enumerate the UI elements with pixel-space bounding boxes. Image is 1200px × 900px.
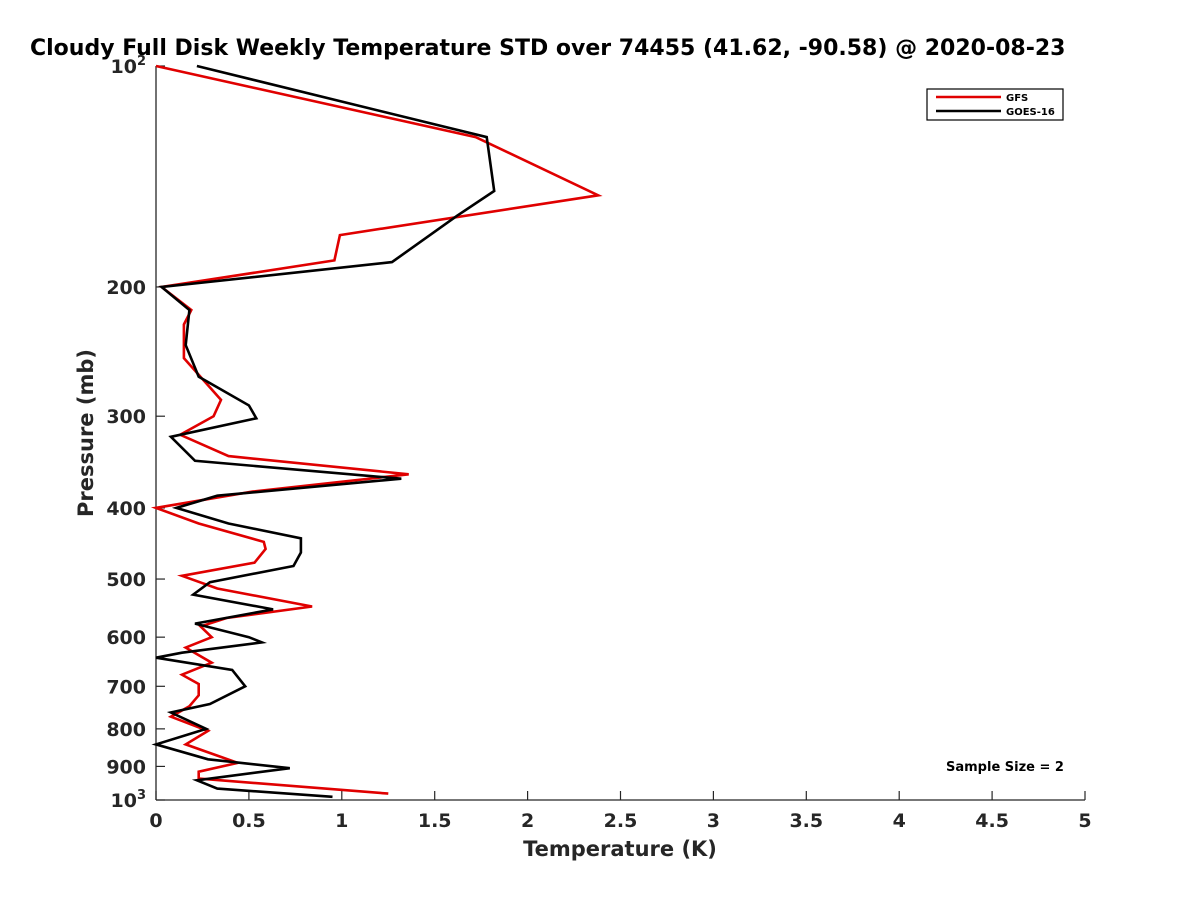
sample-size-annotation: Sample Size = 2: [946, 760, 1064, 775]
legend-label-goes-16: GOES-16: [1006, 107, 1055, 118]
y-tick-label: 700: [106, 676, 146, 698]
y-tick-label: 103: [111, 788, 147, 812]
legend-box: [926, 88, 1064, 121]
x-tick-label: 5: [1078, 810, 1091, 832]
x-axis-ticks: 0 0.5 1 1.5 2 2.5 3 3.5 4 4.5 5: [149, 791, 1092, 832]
x-tick-label: 2: [521, 810, 534, 832]
y-axis-label: Pressure (mb): [74, 349, 98, 517]
chart-title: Cloudy Full Disk Weekly Temperature STD …: [30, 36, 1065, 61]
y-tick-label: 102: [111, 54, 147, 78]
y-tick-label: 800: [106, 719, 146, 741]
y-tick-label: 300: [106, 406, 146, 428]
x-tick-label: 2.5: [604, 810, 638, 832]
x-tick-label: 3: [707, 810, 720, 832]
x-tick-label: 1.5: [418, 810, 452, 832]
y-axis-ticks: 102 200 300 400 500 600 700 800 900 103: [106, 54, 165, 812]
plot-area: [155, 66, 1085, 801]
x-tick-label: 4: [893, 810, 906, 832]
series-line-gfs: [150, 64, 603, 795]
y-tick-label: 500: [106, 569, 146, 591]
x-tick-label: 4.5: [975, 810, 1009, 832]
legend: GFS GOES-16: [926, 88, 1064, 121]
x-tick-label: 0: [149, 810, 162, 832]
series-layer: [150, 64, 603, 799]
x-tick-label: 3.5: [789, 810, 823, 832]
x-tick-label: 0.5: [232, 810, 266, 832]
y-tick-label: 200: [106, 277, 146, 299]
series-line-goes-16: [151, 64, 496, 799]
legend-label-gfs: GFS: [1006, 93, 1028, 104]
y-tick-label: 600: [106, 627, 146, 649]
x-axis-label: Temperature (K): [523, 837, 717, 861]
x-tick-label: 1: [335, 810, 348, 832]
y-tick-label: 400: [106, 498, 146, 520]
y-tick-label: 900: [106, 756, 146, 778]
